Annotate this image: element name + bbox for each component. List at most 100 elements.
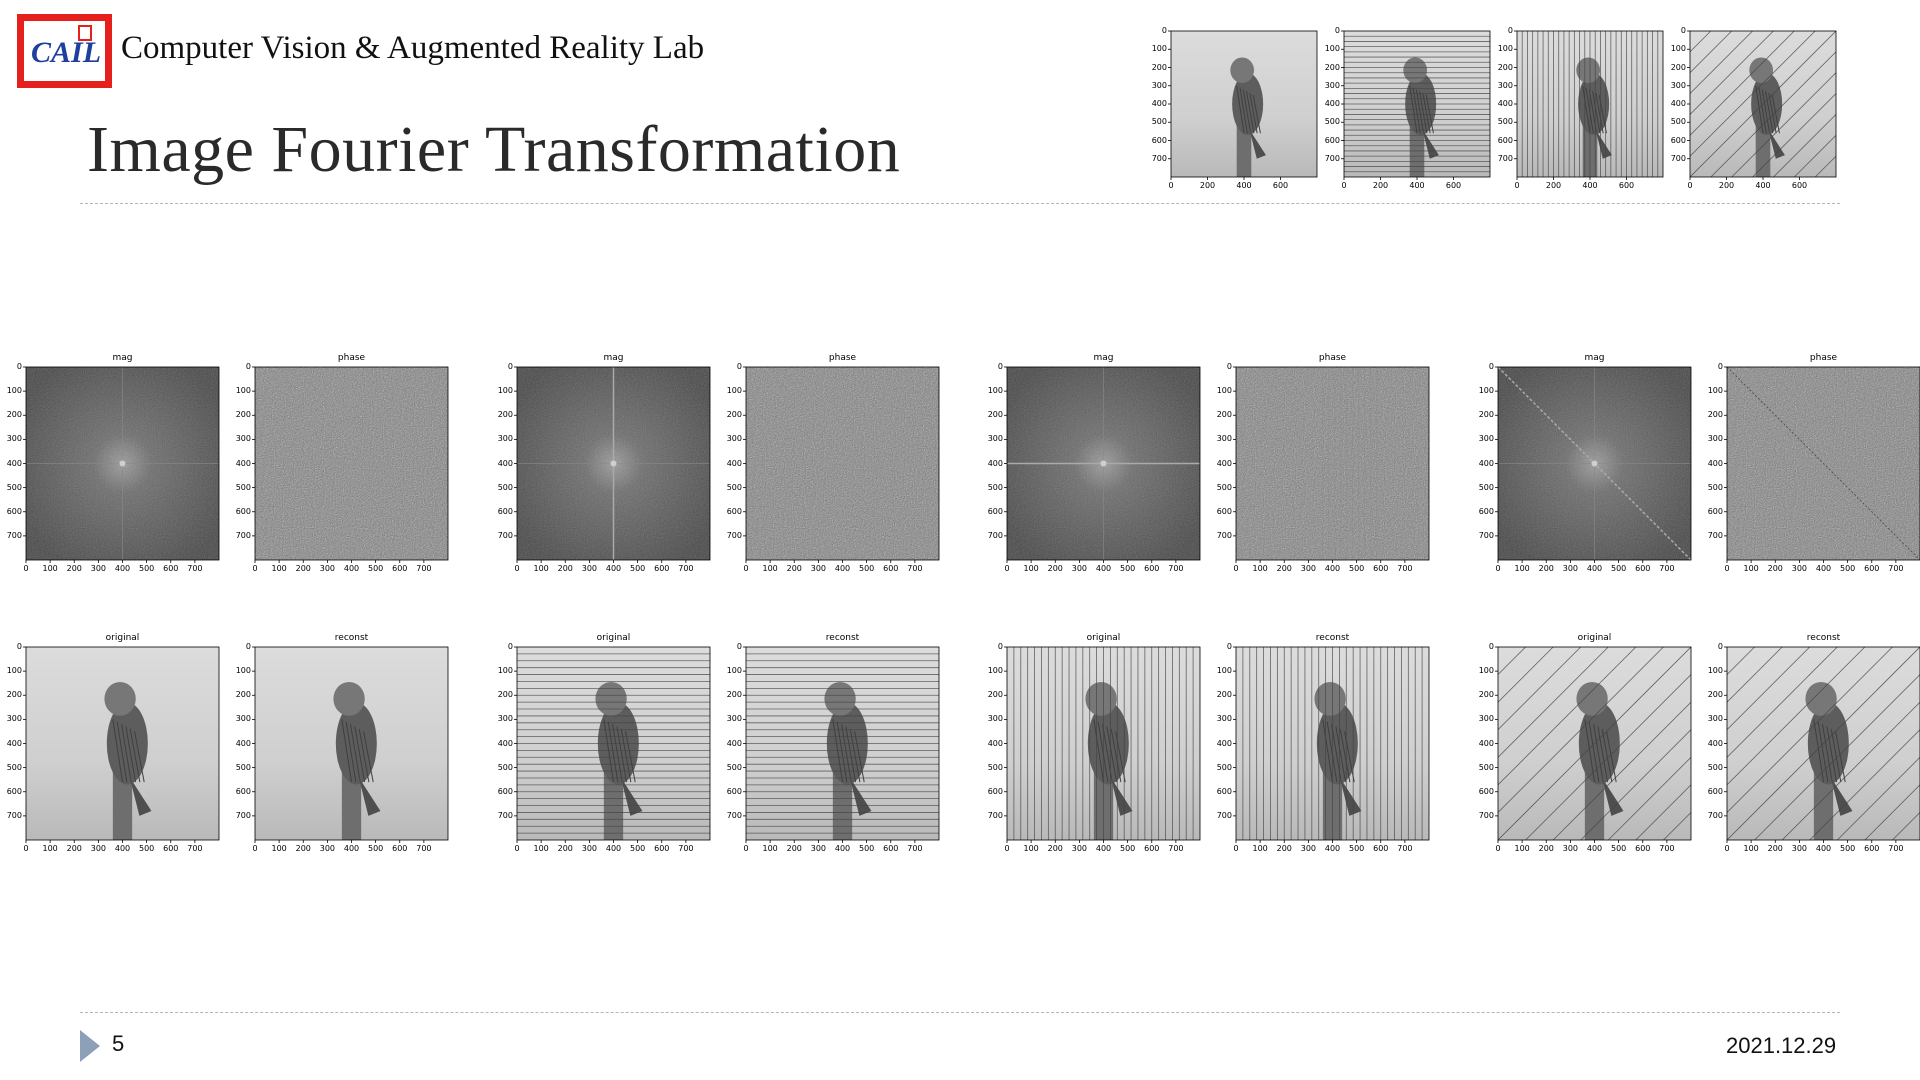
svg-text:CAIL: CAIL	[31, 36, 101, 69]
panel-mag-horizontal-image	[514, 366, 711, 563]
y-tick-label: 500	[1151, 117, 1167, 127]
x-tick-label: 200	[1538, 564, 1554, 573]
panel-original-diagonal: original 0 100 200 300 400 500 600 700 0 100 200 300…	[1472, 633, 1697, 856]
x-tick-label: 300	[1300, 844, 1317, 853]
x-tick-label: 300	[581, 844, 598, 853]
x-tick-label: 100	[271, 844, 287, 853]
top-figure-4: 0 100 200 300 400 500 600 700 0 200 400 600	[1664, 25, 1842, 193]
y-tick-label: 100	[235, 666, 251, 676]
panel-phase-clean: phase 0 100 200 300 400 500 600 700 0 100 200 300 400…	[229, 353, 454, 576]
x-tick-label: 400	[343, 844, 360, 853]
panel-reconst-horizontal-image	[743, 646, 940, 843]
panel-mag-horizontal: mag 0 100 200 300 400 500 600 700 0 100 200 300 400 50…	[491, 353, 716, 576]
panel-mag-vertical-image	[1004, 366, 1201, 563]
y-tick-label: 400	[1707, 458, 1723, 468]
y-tick-label: 200	[1216, 690, 1232, 700]
x-tick-label: 700	[1888, 844, 1904, 853]
y-tick-label: 500	[726, 762, 742, 772]
y-tick-label: 300	[1478, 714, 1494, 724]
panel-mag-clean-image	[23, 366, 220, 563]
x-tick-label: 600	[392, 844, 408, 853]
y-tick-label: 700	[1497, 153, 1513, 163]
x-tick-label: 300	[581, 564, 598, 573]
x-tick-label: 200	[557, 564, 573, 573]
y-tick-label: 300	[1324, 80, 1340, 90]
y-tick-label: 400	[1324, 99, 1340, 108]
y-tick-label: 300	[235, 434, 251, 444]
x-tick-label: 100	[533, 844, 549, 853]
y-tick-label: 500	[1324, 117, 1340, 127]
y-tick-label: 200	[1151, 62, 1167, 72]
panel-title: original	[1577, 633, 1612, 643]
y-tick-label: 400	[726, 738, 742, 748]
panel-title: phase	[337, 353, 366, 363]
x-tick-label: 600	[1144, 844, 1160, 853]
y-tick-label: 400	[726, 458, 742, 468]
y-tick-label: 300	[1478, 434, 1494, 444]
y-tick-label: 600	[1478, 506, 1494, 516]
y-tick-label: 700	[235, 810, 251, 820]
x-tick-label: 300	[1791, 844, 1808, 853]
x-tick-label: 200	[66, 844, 82, 853]
x-tick-label: 200	[1276, 844, 1292, 853]
y-tick-label: 600	[726, 786, 742, 796]
x-tick-label: 400	[605, 844, 622, 853]
y-tick-label: 500	[6, 762, 22, 772]
x-tick-label: 700	[187, 564, 203, 573]
y-tick-label: 700	[1707, 810, 1723, 820]
x-tick-label: 100	[762, 844, 778, 853]
x-tick-label: 100	[42, 844, 58, 853]
panel-mag-clean: mag 0 100 200 300 400 500 600 700 0 100 200 300 400 50…	[0, 353, 225, 576]
y-tick-label: 300	[1707, 434, 1723, 444]
x-tick-label: 300	[90, 564, 107, 573]
y-tick-label: 600	[6, 506, 22, 516]
y-tick-label: 300	[1670, 80, 1686, 90]
panel-phase-horizontal-image	[743, 366, 940, 563]
y-tick-label: 600	[1324, 135, 1340, 145]
panel-title: mag	[603, 353, 624, 363]
y-tick-label: 500	[1707, 482, 1723, 492]
y-tick-label: 0	[507, 362, 513, 371]
x-tick-label: 500	[138, 844, 155, 853]
y-tick-label: 0	[736, 642, 742, 651]
x-tick-label: 200	[295, 564, 311, 573]
x-tick-label: 100	[1743, 564, 1759, 573]
y-tick-label: 0	[16, 642, 22, 651]
y-tick-label: 500	[6, 482, 22, 492]
x-tick-label: 100	[1252, 844, 1268, 853]
x-tick-label: 0	[514, 844, 520, 853]
y-tick-label: 0	[1226, 362, 1232, 371]
x-tick-label: 0	[743, 564, 749, 573]
x-tick-label: 700	[1888, 564, 1904, 573]
x-tick-label: 500	[367, 564, 384, 573]
lab-name: Computer Vision & Augmented Reality Lab	[121, 30, 705, 66]
y-tick-label: 700	[726, 810, 742, 820]
x-tick-label: 300	[810, 564, 827, 573]
y-tick-label: 300	[497, 714, 513, 724]
x-tick-label: 100	[42, 564, 58, 573]
y-tick-label: 100	[1324, 44, 1340, 54]
x-tick-label: 0	[743, 844, 749, 853]
x-tick-label: 300	[1071, 844, 1088, 853]
panel-original-clean: original 0 100 200 300 400 500 600 700 0 100 200 300…	[0, 633, 225, 856]
x-tick-label: 600	[1864, 564, 1880, 573]
x-tick-label: 0	[23, 564, 29, 573]
panel-title: phase	[1318, 353, 1347, 363]
x-tick-label: 700	[416, 564, 432, 573]
y-tick-label: 400	[1216, 738, 1232, 748]
x-tick-label: 0	[252, 564, 258, 573]
y-tick-label: 100	[987, 666, 1003, 676]
panel-mag-diagonal-image	[1495, 366, 1692, 563]
y-tick-label: 500	[1478, 762, 1494, 772]
x-tick-label: 400	[343, 564, 360, 573]
slide-date: 2021.12.29	[1726, 1033, 1837, 1058]
x-tick-label: 400	[1324, 564, 1341, 573]
y-tick-label: 300	[1151, 80, 1167, 90]
y-tick-label: 600	[1497, 135, 1513, 145]
y-tick-label: 200	[1670, 62, 1686, 72]
header-divider	[80, 203, 1840, 204]
x-tick-label: 300	[319, 564, 336, 573]
panel-title: reconst	[1806, 633, 1841, 643]
y-tick-label: 300	[987, 714, 1003, 724]
y-tick-label: 700	[726, 530, 742, 540]
